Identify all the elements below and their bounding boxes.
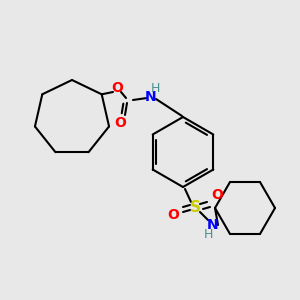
Text: H: H <box>203 229 213 242</box>
Text: H: H <box>150 82 160 95</box>
Text: O: O <box>111 81 123 95</box>
Text: N: N <box>207 218 219 232</box>
Text: O: O <box>211 188 223 202</box>
Text: O: O <box>114 116 126 130</box>
Text: O: O <box>167 208 179 222</box>
Text: N: N <box>145 90 157 104</box>
Text: S: S <box>190 200 200 214</box>
